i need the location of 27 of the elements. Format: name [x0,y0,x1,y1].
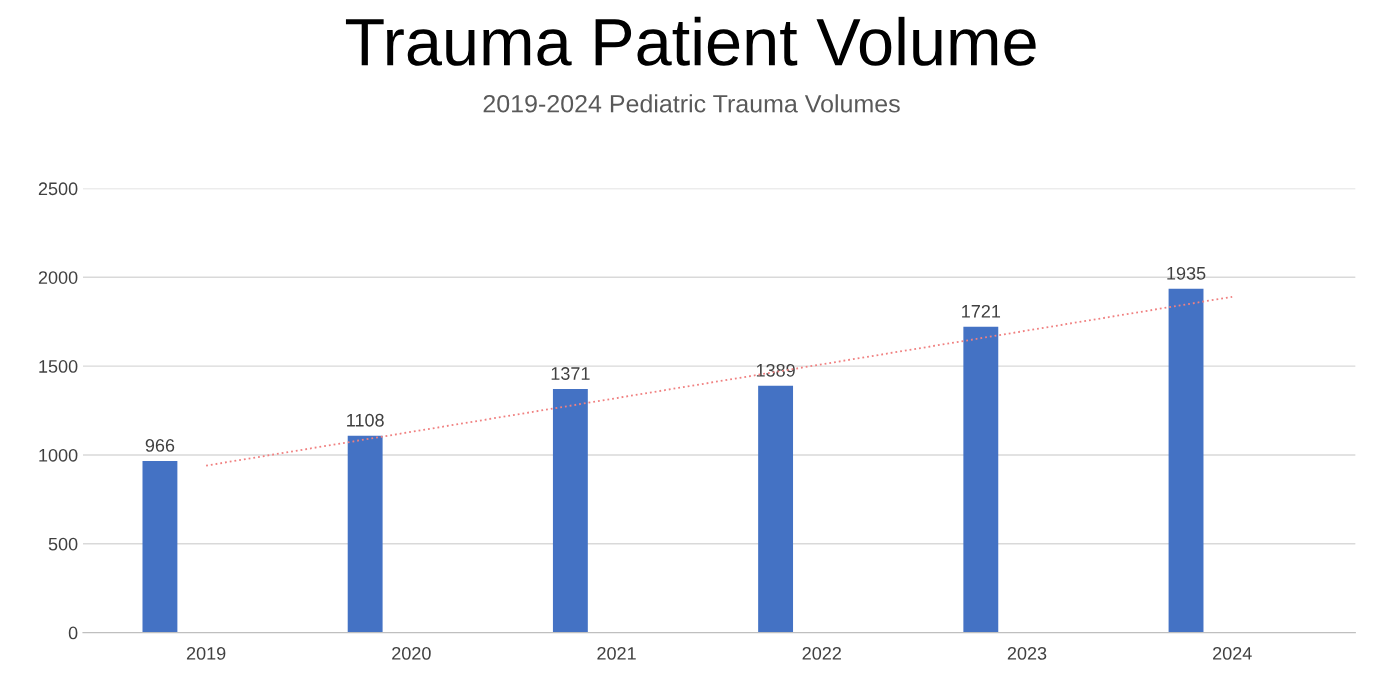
data-label: 1935 [1167,266,1206,280]
x-tick-label: 2022 [802,646,841,660]
data-label: 966 [145,439,175,452]
y-tick-label: 1500 [39,360,78,373]
x-tick-label: 2019 [186,646,226,660]
bar [758,385,794,633]
bar [1168,288,1204,633]
bar [552,389,588,633]
x-tick-label: 2020 [392,646,431,660]
data-label: 1371 [551,367,590,380]
data-label: 1389 [756,363,795,377]
chart-subtitle: 2019-2024 Pediatric Trauma Volumes [483,94,900,113]
y-tick-label: 2500 [38,182,78,196]
y-tick-label: 500 [48,537,78,551]
data-label: 1108 [347,413,384,427]
y-tick-label: 1000 [39,448,78,462]
y-tick-label: 0 [68,626,78,640]
x-tick-label: 2023 [1007,646,1047,660]
bar [142,460,178,633]
y-tick-label: 2000 [38,271,78,284]
line-series [205,295,1234,467]
x-tick-label: 2021 [597,646,636,660]
x-tick-label: 2024 [1213,646,1252,660]
data-label: 1721 [962,304,1001,318]
bar [963,326,999,633]
bar [347,435,383,633]
chart-title: Trauma Patient Volume [345,16,1036,66]
